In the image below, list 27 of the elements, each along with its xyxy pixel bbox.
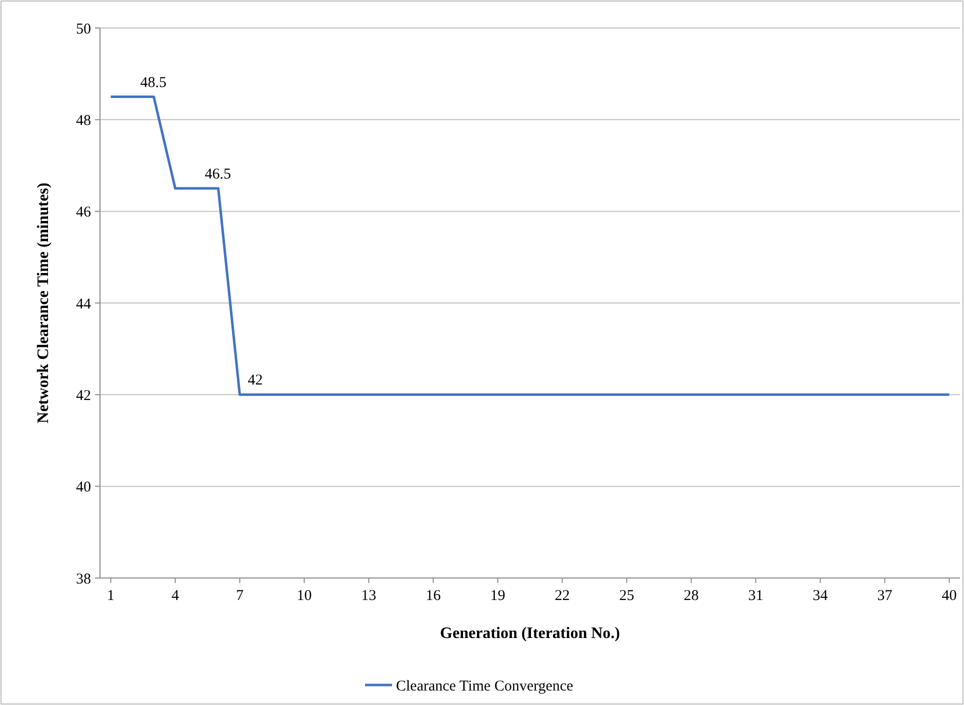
x-tick-label: 25 [619, 588, 634, 604]
x-axis-title: Generation (Iteration No.) [440, 625, 620, 642]
x-tick-label: 31 [748, 588, 764, 604]
x-tick-label: 28 [684, 588, 699, 604]
data-label: 48.5 [140, 74, 166, 91]
x-tick-label: 7 [236, 588, 244, 604]
x-tick-label: 10 [296, 588, 312, 604]
y-tick-label: 50 [76, 21, 91, 38]
x-tick-label: 19 [490, 588, 506, 604]
x-tick-label: 22 [554, 588, 570, 604]
x-tick-label: 13 [361, 588, 376, 604]
data-label: 42 [248, 372, 263, 389]
data-label: 46.5 [204, 166, 231, 182]
x-tick-label: 16 [426, 588, 442, 604]
y-tick-label: 48 [76, 112, 91, 129]
legend-label: Clearance Time Convergence [396, 678, 574, 694]
y-tick-label: 46 [76, 204, 92, 221]
x-tick-label: 37 [877, 588, 893, 604]
y-tick-label: 40 [76, 480, 91, 496]
x-tick-label: 1 [107, 588, 114, 604]
y-axis-title: Network Clearance Time (minutes) [35, 182, 52, 424]
y-tick-label: 38 [76, 571, 91, 588]
y-tick-label: 44 [76, 296, 92, 312]
x-tick-label: 4 [172, 588, 180, 604]
x-tick-label: 34 [812, 588, 828, 604]
y-tick-label: 42 [76, 388, 91, 404]
x-tick-label: 40 [942, 588, 957, 604]
